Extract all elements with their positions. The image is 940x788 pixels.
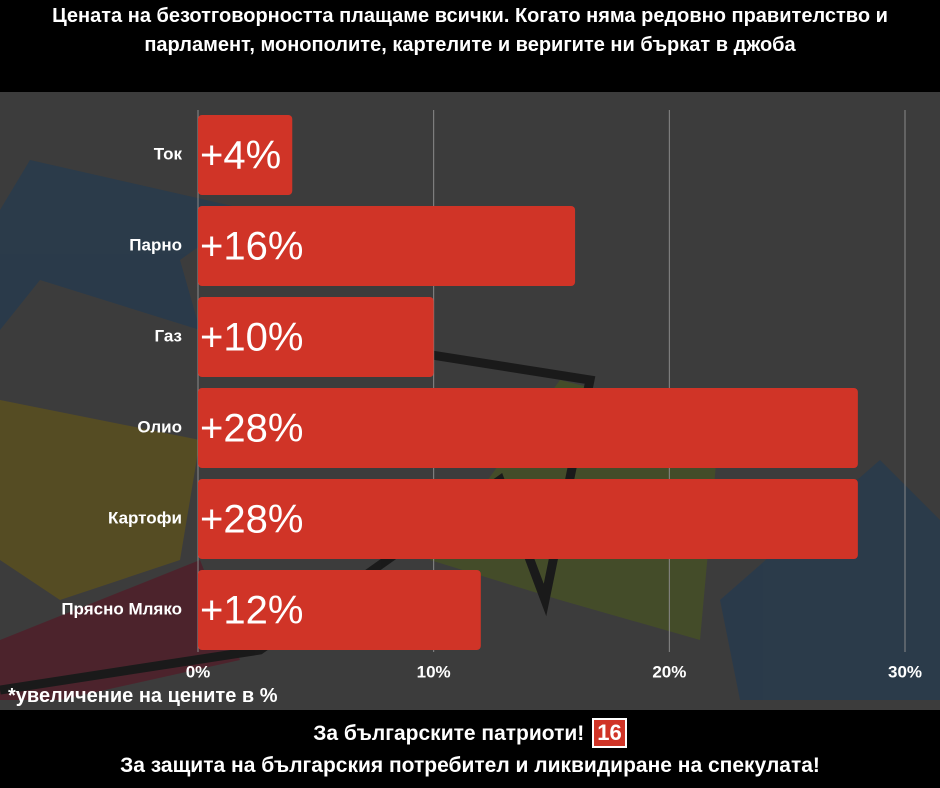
y-tick-label: Олио — [137, 417, 182, 436]
bar — [198, 206, 576, 286]
footer-line: За защита на българския потребител и лик… — [120, 754, 820, 777]
bar — [198, 297, 434, 377]
footer-line: За българските патриоти! 16 — [0, 718, 940, 748]
logo: 16 — [592, 718, 627, 748]
y-tick-label: Прясно Мляко — [61, 599, 182, 618]
value-label: +10% — [200, 316, 303, 360]
bar — [198, 479, 858, 559]
x-tick-label: 30% — [888, 662, 922, 681]
footer-text: За българските патриоти! — [313, 722, 585, 745]
bar — [198, 388, 858, 468]
value-label: +28% — [200, 498, 303, 542]
y-tick-label: Газ — [154, 326, 182, 345]
value-label: +16% — [200, 225, 303, 269]
value-label: +12% — [200, 589, 303, 633]
y-tick-label: Парно — [129, 235, 182, 254]
y-tick-label: Ток — [154, 144, 183, 163]
bar — [198, 115, 293, 195]
footer: За българските патриоти! 16 За защита на … — [0, 710, 940, 788]
x-tick-label: 20% — [652, 662, 686, 681]
value-label: +4% — [200, 134, 281, 178]
x-tick-label: 0% — [186, 662, 211, 681]
chart-title: Цената на безотговорността плащаме всичк… — [0, 0, 940, 92]
x-tick-label: 10% — [417, 662, 451, 681]
bar — [198, 570, 481, 650]
value-label: +28% — [200, 407, 303, 451]
y-tick-label: Картофи — [108, 508, 182, 527]
note: *увеличение на цените в % — [8, 685, 278, 707]
